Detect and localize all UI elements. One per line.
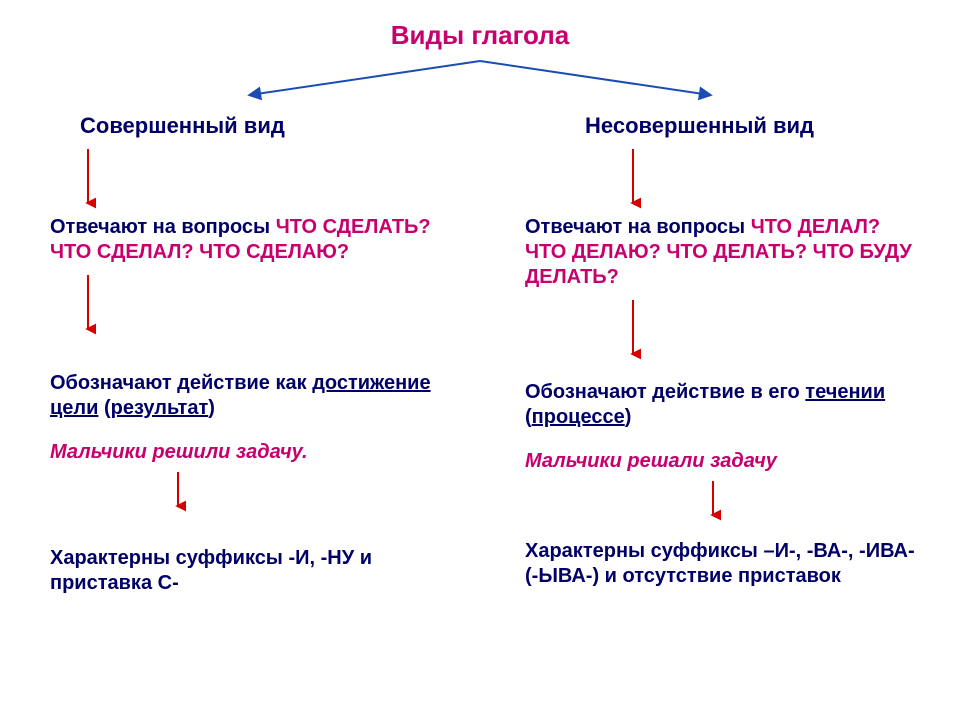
sfx-prefix: Характерны суффиксы — [50, 547, 288, 569]
meaning-open: ( — [525, 406, 532, 428]
meaning-perfective: Обозначают действие как достижение цели … — [50, 371, 445, 421]
sfx-tail2: С- — [158, 572, 179, 594]
questions-perfective: Отвечают на вопросы ЧТО СДЕЛАТЬ? ЧТО СДЕ… — [50, 215, 445, 265]
meaning-prefix: Обозначают действие как — [50, 372, 312, 394]
q-prefix: Отвечают на вопросы — [525, 216, 751, 238]
meaning-prefix: Обозначают действие в его — [525, 381, 805, 403]
page-title: Виды глагола — [40, 20, 920, 51]
heading-imperfective: Несовершенный вид — [585, 113, 920, 139]
q-prefix: Отвечают на вопросы — [50, 216, 276, 238]
column-perfective: Совершенный вид Отвечают на вопросы ЧТО … — [40, 113, 445, 596]
meaning-u1: течении — [805, 381, 885, 403]
example-perfective: Мальчики решили задачу. — [50, 441, 445, 464]
sfx-tail: и отсутствие приставок — [599, 565, 841, 587]
arrow-down-icon — [625, 300, 641, 362]
sfx-prefix: Характерны суффиксы — [525, 540, 763, 562]
questions-imperfective: Отвечают на вопросы ЧТО ДЕЛАЛ? ЧТО ДЕЛАЮ… — [525, 215, 920, 290]
arrow-down-icon — [80, 275, 96, 337]
meaning-open: ( — [98, 397, 110, 419]
heading-perfective: Совершенный вид — [80, 113, 445, 139]
meaning-close: ) — [208, 397, 215, 419]
arrow-down-icon — [705, 481, 721, 523]
column-imperfective: Несовершенный вид Отвечают на вопросы ЧТ… — [525, 113, 920, 596]
meaning-close: ) — [625, 406, 632, 428]
meaning-u2: результат — [111, 397, 209, 419]
suffixes-perfective: Характерны суффиксы -И, -НУ и приставка … — [50, 546, 445, 596]
sfx-body: -И, -НУ — [288, 547, 354, 569]
columns: Совершенный вид Отвечают на вопросы ЧТО … — [40, 113, 920, 596]
arrow-down-icon — [80, 149, 96, 211]
branch-arrows — [210, 59, 750, 105]
arrow-down-icon — [625, 149, 641, 211]
meaning-imperfective: Обозначают действие в его течении (проце… — [525, 380, 920, 430]
meaning-u2: процессе — [532, 406, 625, 428]
suffixes-imperfective: Характерны суффиксы –И-, -ВА-, -ИВА- (-Ы… — [525, 539, 920, 589]
arrow-down-icon — [170, 472, 186, 514]
example-imperfective: Мальчики решали задачу — [525, 450, 920, 473]
